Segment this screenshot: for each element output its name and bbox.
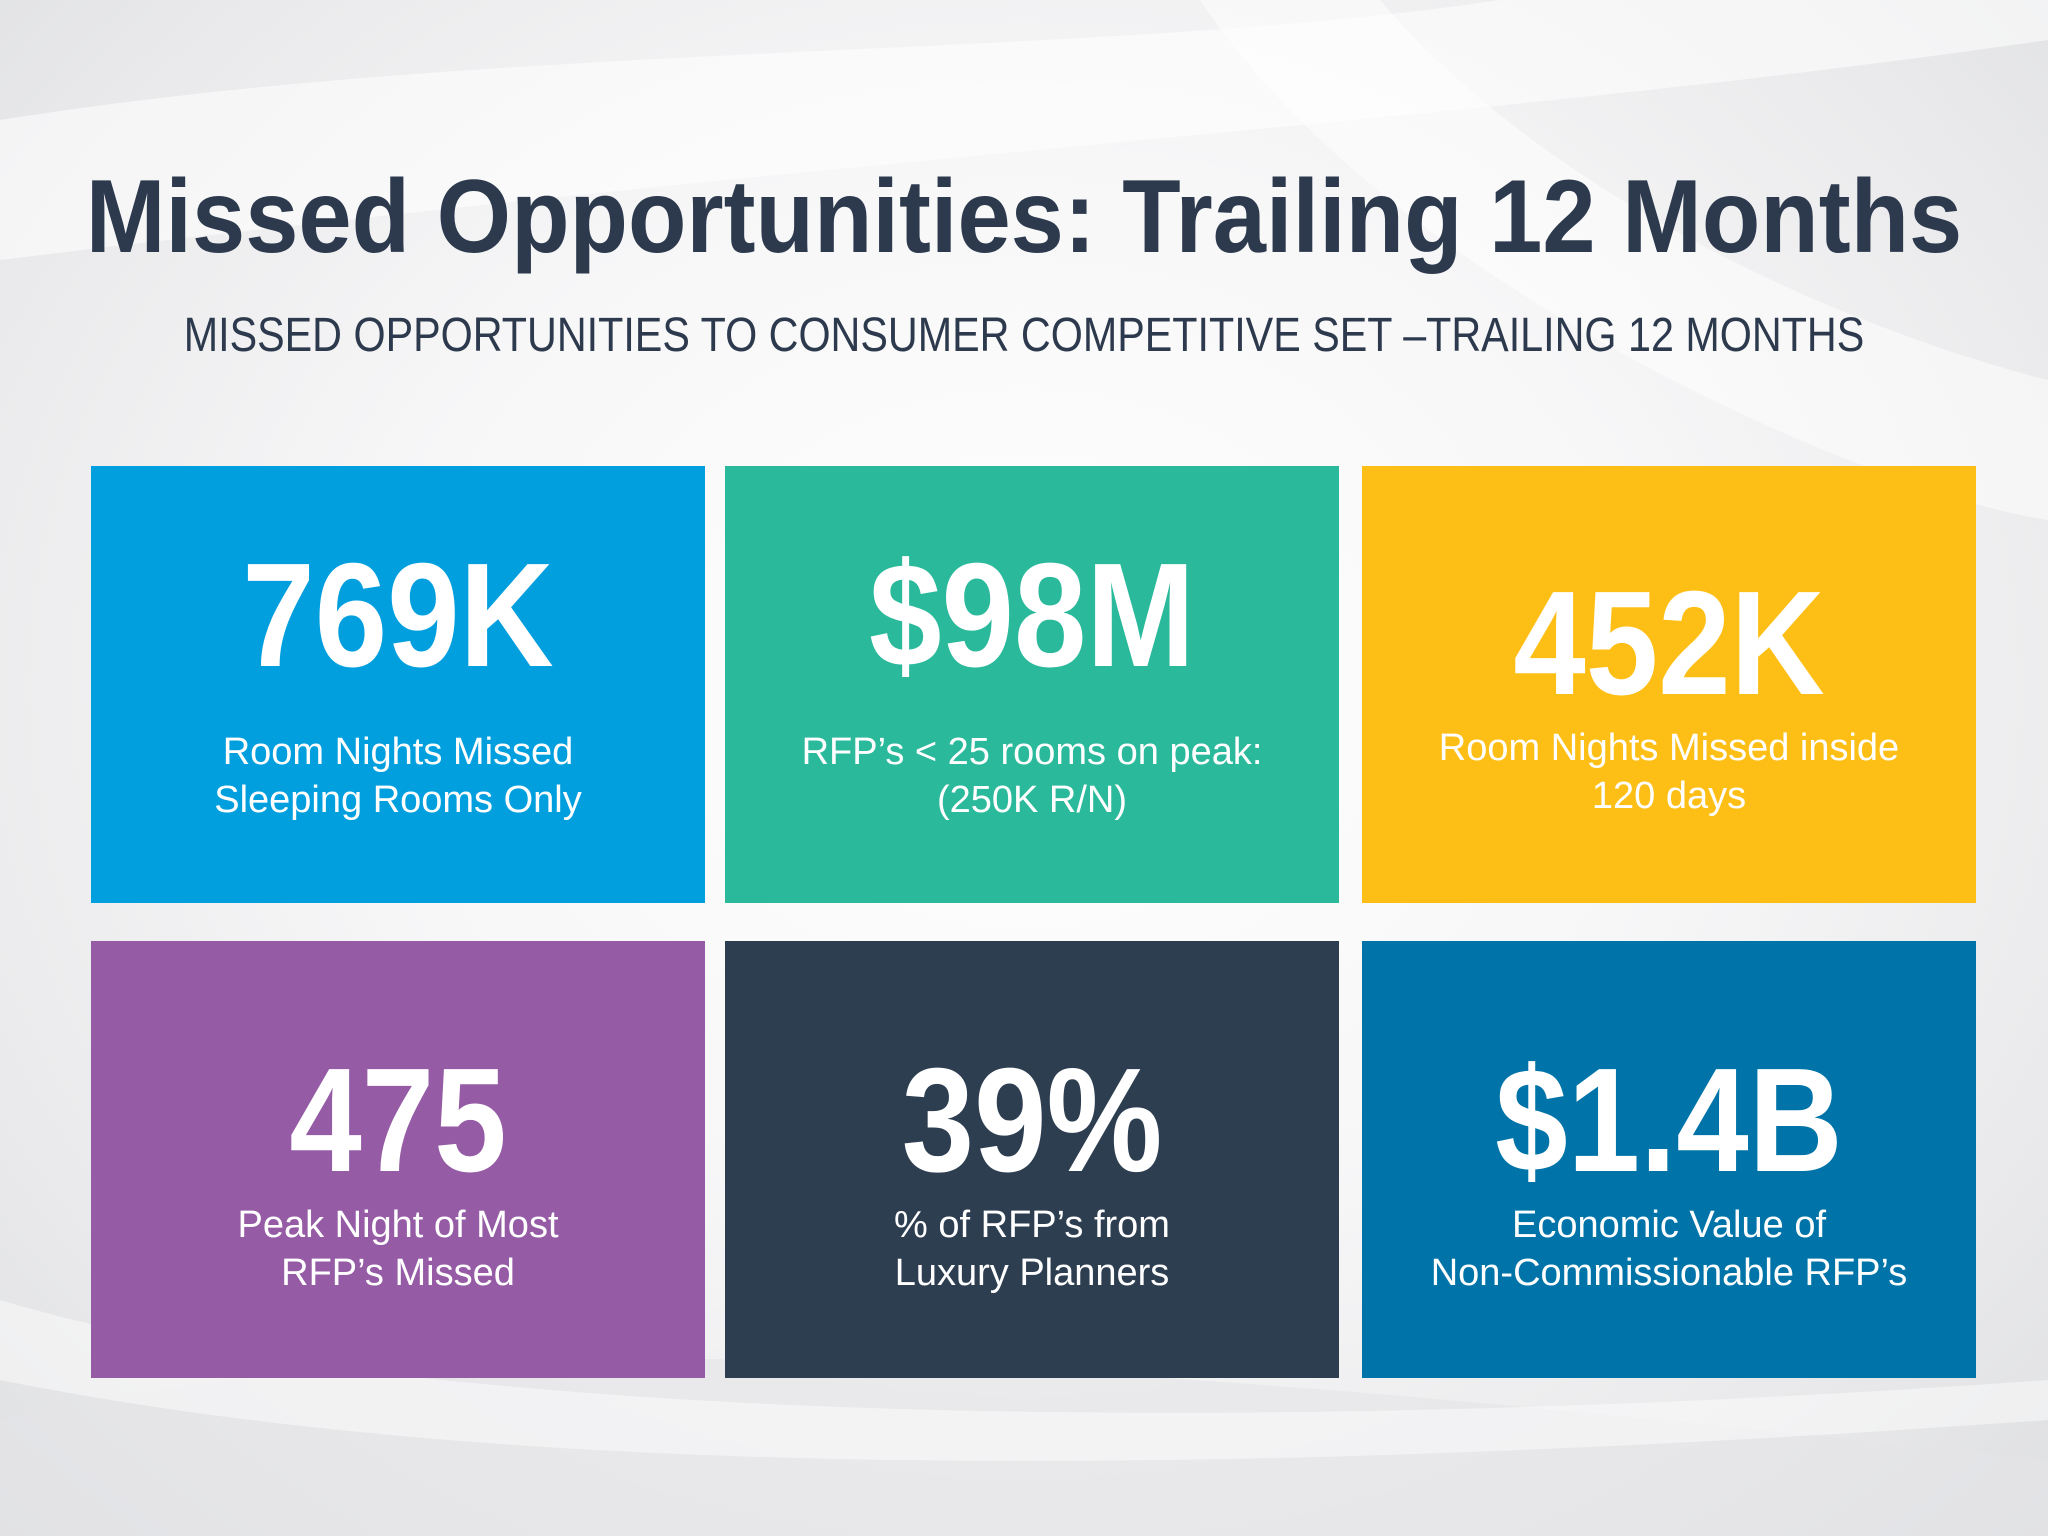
stat-value: $1.4B (1495, 1038, 1843, 1203)
stat-tile-rfp-under-25-rooms: $98M RFP’s < 25 rooms on peak: (250K R/N… (725, 466, 1339, 903)
stat-value: $98M (869, 533, 1195, 698)
stat-value: 769K (242, 533, 554, 698)
stat-tile-room-nights-missed: 769K Room Nights Missed Sleeping Rooms O… (91, 466, 705, 903)
stat-tile-economic-value: $1.4B Economic Value of Non-Commissionab… (1362, 941, 1976, 1378)
stat-label: % of RFP’s from Luxury Planners (894, 1204, 1170, 1294)
stat-value: 452K (1513, 561, 1825, 726)
stat-label: Room Nights Missed inside 120 days (1438, 727, 1900, 817)
stat-tile-luxury-planners: 39% % of RFP’s from Luxury Planners (725, 941, 1339, 1378)
stat-value: 475 (289, 1038, 507, 1203)
stat-label: Room Nights Missed Sleeping Rooms Only (214, 731, 582, 821)
stat-tile-room-nights-inside-120-days: 452K Room Nights Missed inside 120 days (1362, 466, 1976, 903)
stat-label: Peak Night of Most RFP’s Missed (237, 1204, 559, 1294)
stat-label: RFP’s < 25 rooms on peak: (250K R/N) (801, 731, 1263, 821)
stat-value: 39% (901, 1038, 1163, 1203)
page-title: Missed Opportunities: Trailing 12 Months (85, 159, 1963, 275)
stat-tile-peak-night: 475 Peak Night of Most RFP’s Missed (91, 941, 705, 1378)
stat-label: Economic Value of Non-Commissionable RFP… (1430, 1204, 1908, 1294)
page-subtitle: MISSED OPPORTUNITIES TO CONSUMER COMPETI… (183, 309, 1865, 362)
